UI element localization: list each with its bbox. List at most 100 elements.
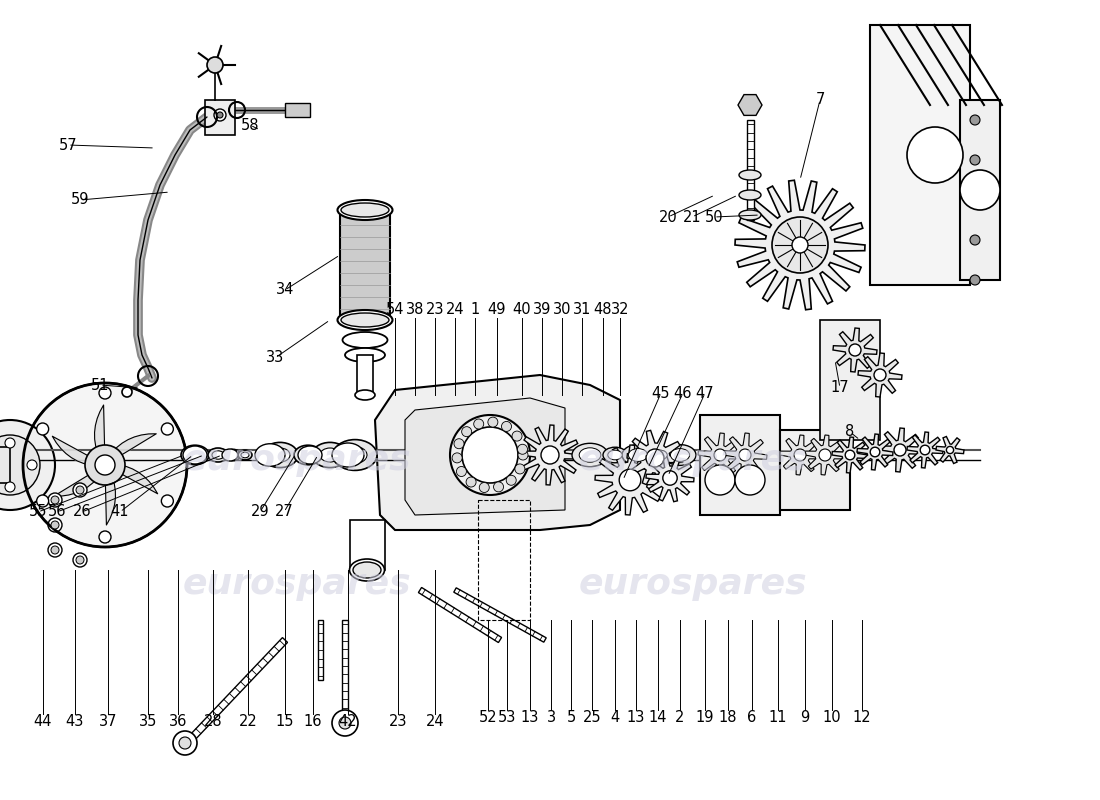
Polygon shape: [375, 375, 620, 530]
Text: eurospares: eurospares: [579, 567, 807, 601]
Circle shape: [99, 387, 111, 399]
Circle shape: [36, 423, 48, 435]
Text: 20: 20: [659, 210, 678, 225]
Circle shape: [794, 449, 806, 461]
Text: 23: 23: [388, 714, 407, 730]
Bar: [350, 520, 385, 570]
Polygon shape: [104, 434, 156, 465]
Bar: [205, 100, 235, 135]
Text: 44: 44: [34, 714, 53, 730]
Text: 47: 47: [695, 386, 714, 401]
Bar: [0, 447, 10, 483]
Circle shape: [76, 556, 84, 564]
Text: 29: 29: [251, 505, 270, 519]
Circle shape: [494, 482, 504, 492]
Ellipse shape: [312, 442, 348, 467]
Ellipse shape: [300, 450, 316, 461]
Polygon shape: [832, 437, 868, 473]
Ellipse shape: [238, 450, 252, 460]
Ellipse shape: [262, 442, 298, 467]
Circle shape: [466, 477, 476, 487]
Text: 32: 32: [610, 302, 629, 318]
Text: 12: 12: [852, 710, 871, 726]
Bar: [358, 355, 373, 395]
Circle shape: [452, 453, 462, 463]
Text: 28: 28: [204, 714, 222, 730]
Circle shape: [480, 482, 490, 493]
Circle shape: [946, 446, 954, 454]
Circle shape: [179, 737, 191, 749]
Ellipse shape: [332, 443, 364, 467]
Circle shape: [663, 470, 678, 485]
Text: 7: 7: [815, 93, 825, 107]
Text: 27: 27: [275, 505, 294, 519]
Polygon shape: [698, 433, 742, 477]
Text: 17: 17: [830, 381, 849, 395]
Ellipse shape: [187, 450, 204, 461]
Circle shape: [28, 460, 37, 470]
Ellipse shape: [572, 443, 608, 466]
Text: 13: 13: [520, 710, 539, 726]
Text: 6: 6: [747, 710, 757, 726]
Ellipse shape: [226, 450, 241, 461]
Text: 9: 9: [801, 710, 810, 726]
Text: 56: 56: [47, 505, 66, 519]
Circle shape: [970, 155, 980, 165]
Circle shape: [173, 731, 197, 755]
Text: 45: 45: [651, 386, 670, 401]
Circle shape: [517, 444, 528, 454]
Ellipse shape: [739, 210, 761, 220]
Circle shape: [217, 112, 223, 118]
Text: 58: 58: [241, 118, 260, 133]
Text: 2: 2: [675, 710, 684, 726]
Polygon shape: [780, 435, 820, 475]
Circle shape: [99, 531, 111, 543]
Polygon shape: [318, 620, 322, 680]
Text: 52: 52: [478, 710, 497, 726]
Polygon shape: [627, 430, 683, 486]
Ellipse shape: [338, 200, 393, 220]
Ellipse shape: [338, 310, 393, 330]
Polygon shape: [738, 94, 762, 115]
Polygon shape: [454, 588, 547, 642]
Polygon shape: [857, 434, 893, 470]
Text: 22: 22: [239, 714, 257, 730]
Bar: [960, 100, 1000, 280]
Circle shape: [735, 465, 764, 495]
Circle shape: [207, 57, 223, 73]
Bar: [820, 320, 880, 440]
Circle shape: [6, 482, 15, 492]
Ellipse shape: [294, 445, 322, 465]
Circle shape: [739, 449, 751, 461]
Ellipse shape: [603, 447, 627, 462]
Polygon shape: [104, 465, 116, 525]
Ellipse shape: [298, 446, 322, 464]
Ellipse shape: [350, 559, 385, 581]
Polygon shape: [858, 353, 902, 397]
Circle shape: [792, 237, 808, 253]
Ellipse shape: [739, 170, 761, 180]
Circle shape: [85, 445, 125, 485]
Circle shape: [0, 420, 55, 510]
Circle shape: [845, 450, 855, 460]
Circle shape: [502, 422, 512, 431]
Circle shape: [960, 170, 1000, 210]
Text: 3: 3: [547, 710, 556, 726]
Text: 24: 24: [426, 714, 444, 730]
Circle shape: [849, 344, 861, 356]
Polygon shape: [595, 445, 666, 515]
Polygon shape: [95, 405, 104, 465]
Circle shape: [73, 483, 87, 497]
Ellipse shape: [341, 203, 389, 217]
Ellipse shape: [345, 348, 385, 362]
Ellipse shape: [355, 390, 375, 400]
Bar: [870, 25, 970, 285]
Text: 55: 55: [29, 505, 47, 519]
Circle shape: [870, 447, 880, 457]
Text: 49: 49: [487, 302, 506, 318]
Text: 8: 8: [846, 425, 855, 439]
Polygon shape: [520, 425, 580, 485]
Text: 59: 59: [70, 193, 89, 207]
Circle shape: [908, 127, 962, 183]
Text: 50: 50: [705, 210, 724, 225]
